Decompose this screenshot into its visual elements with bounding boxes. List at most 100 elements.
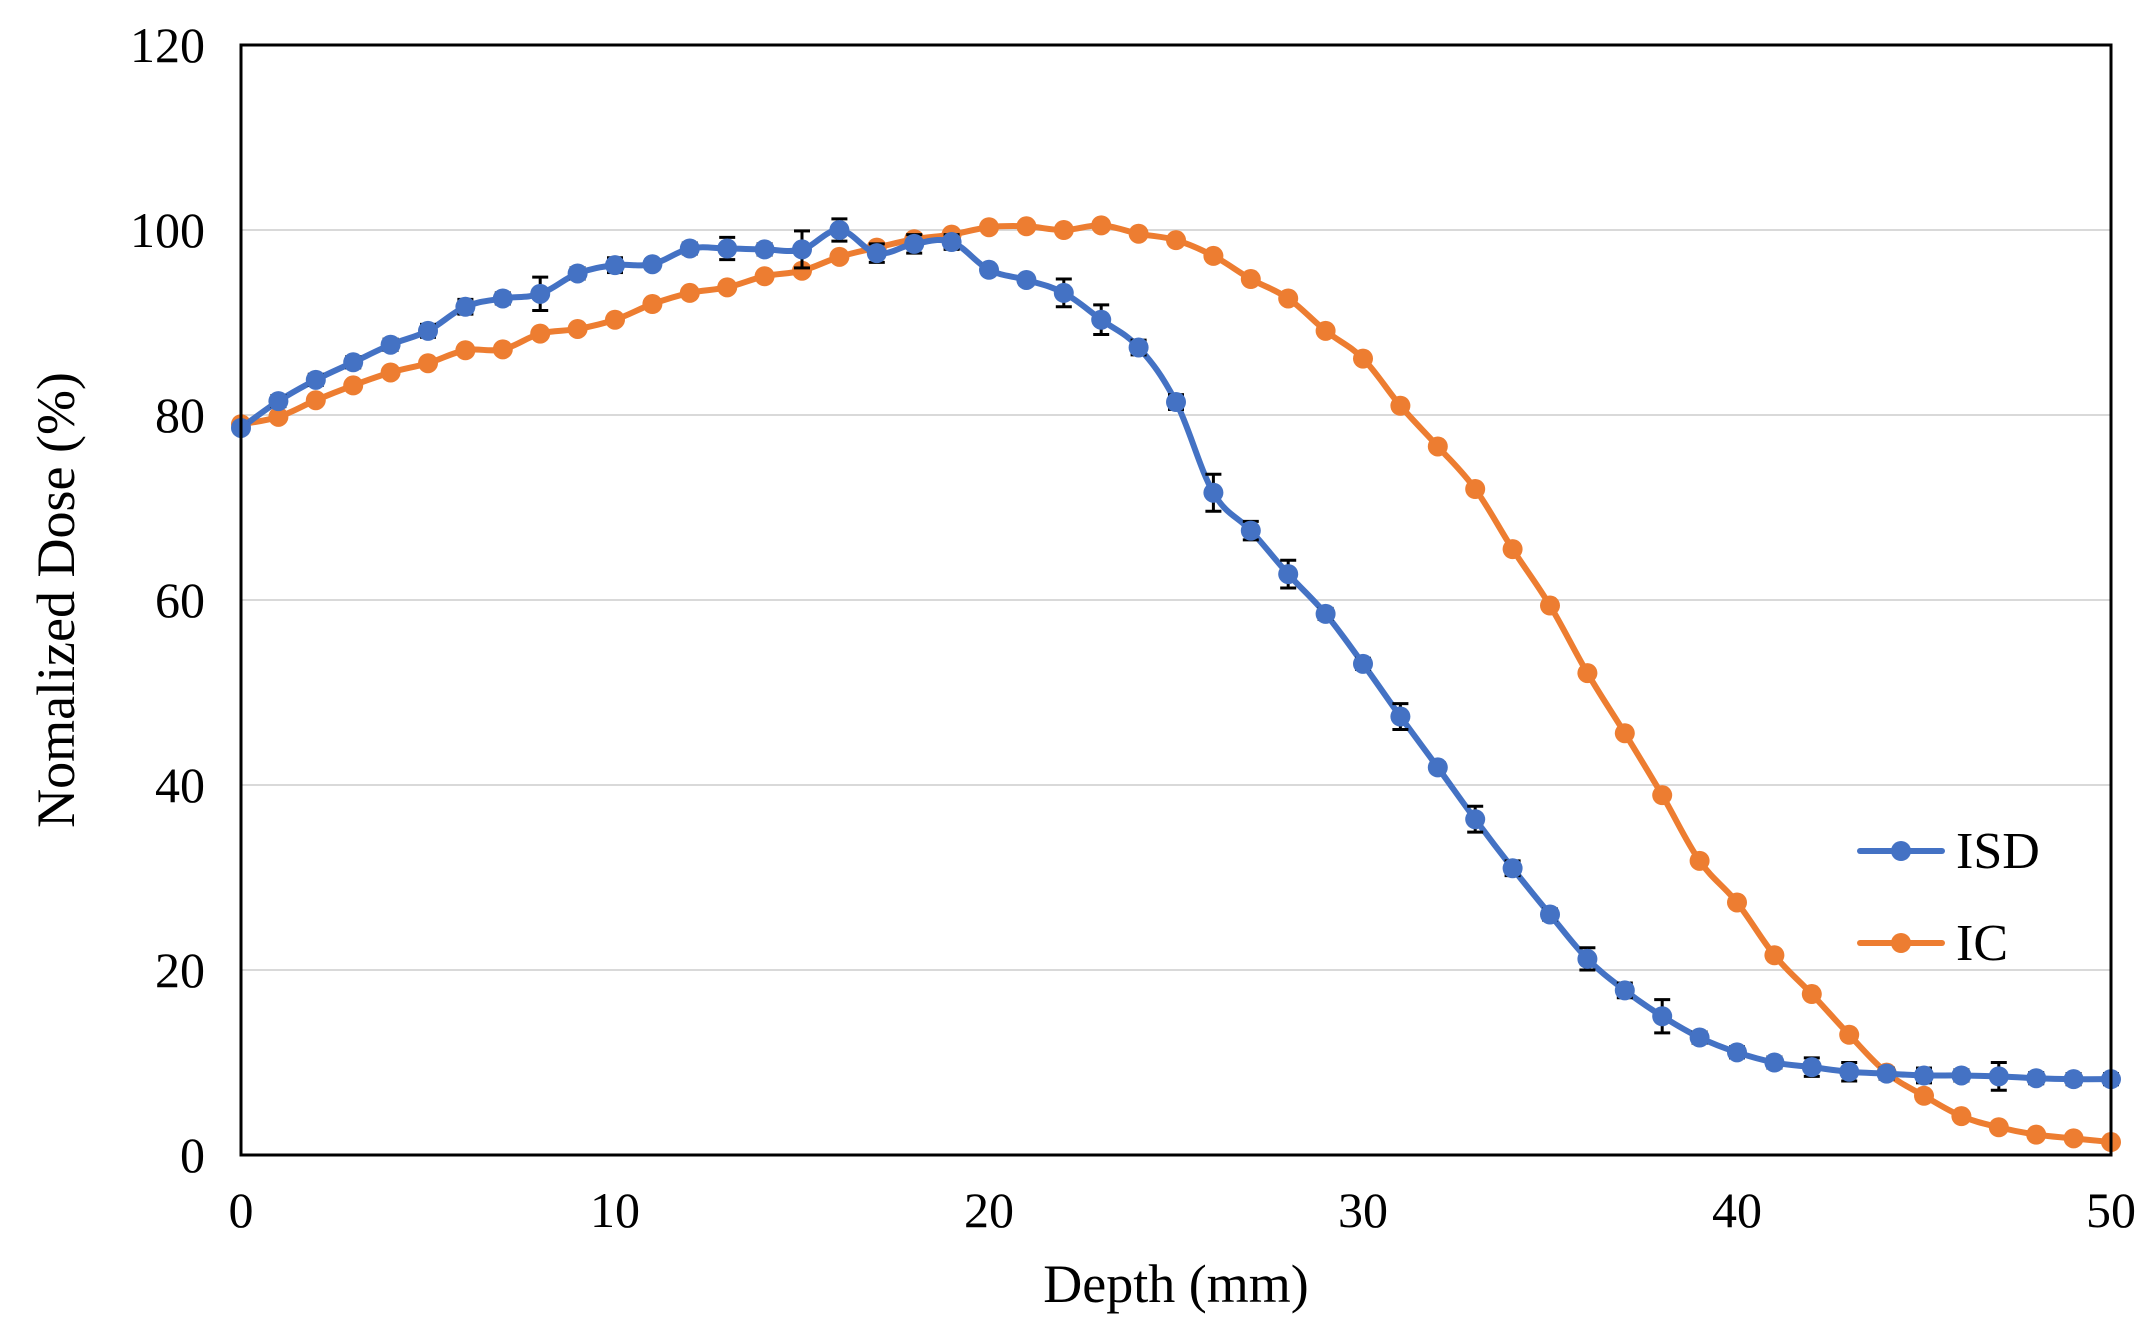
- series-isd-point: [455, 296, 476, 317]
- tick-labels: 0 20 40 60 80 100 120 0 10 20 30 40 50: [130, 17, 2136, 1238]
- legend-isd-swatch-marker: [1891, 841, 1911, 861]
- series-ic-point: [1951, 1106, 1972, 1127]
- series-isd-point: [1614, 980, 1635, 1001]
- x-tick-label: 30: [1338, 1182, 1388, 1238]
- legend-isd-label: ISD: [1956, 823, 2040, 880]
- series-ic-point: [754, 266, 775, 287]
- series-ic-point: [1727, 892, 1747, 913]
- series-ic-point: [1240, 269, 1261, 290]
- series-isd-line: [239, 227, 2112, 1083]
- legend-ic-label: IC: [1956, 915, 2008, 972]
- series-ic-point: [567, 318, 588, 339]
- y-tick-label: 20: [155, 942, 205, 998]
- series-ic-point: [642, 294, 663, 314]
- series-isd-point: [1689, 1027, 1710, 1048]
- series-ic-point: [1427, 436, 1448, 457]
- series-isd-point: [979, 259, 999, 280]
- series-ic-point: [1091, 215, 1112, 236]
- series-ic-point: [530, 323, 551, 344]
- series-isd-point: [380, 334, 401, 355]
- series-ic-point: [380, 362, 401, 383]
- series-ic-point: [1353, 348, 1373, 369]
- y-axis-title: Nomalized Dose (%): [26, 372, 86, 828]
- series-ic-point: [455, 340, 476, 361]
- series-ic: [231, 215, 2121, 1153]
- series-isd-point: [1128, 337, 1149, 358]
- legend-ic-swatch-marker: [1891, 933, 1911, 953]
- series-ic-point: [305, 390, 326, 411]
- series-isd-point: [1502, 858, 1523, 879]
- series-ic-point: [1839, 1024, 1860, 1045]
- series-isd-point: [792, 239, 812, 260]
- series-ic-point: [1988, 1117, 2009, 1138]
- series-ic-point: [1166, 230, 1186, 251]
- series-ic-point: [1914, 1085, 1934, 1106]
- series-isd-point: [305, 369, 326, 390]
- series-isd-point: [1577, 948, 1598, 969]
- series-isd-point: [1465, 809, 1486, 830]
- series-isd-point: [1278, 564, 1299, 585]
- series-isd-point: [754, 239, 775, 260]
- series-isd-point: [1914, 1065, 1934, 1086]
- gridlines: [241, 229, 2111, 971]
- y-tick-label: 120: [130, 17, 205, 73]
- series-ic-point: [1801, 984, 1822, 1005]
- series-isd-point: [941, 232, 962, 253]
- x-tick-label: 10: [590, 1182, 640, 1238]
- series-ic-point: [268, 406, 289, 427]
- series-isd-point: [492, 288, 513, 309]
- series-isd-point: [418, 320, 438, 341]
- series-ic-point: [343, 375, 364, 396]
- y-tick-label: 60: [155, 572, 205, 628]
- series-isd-point: [1764, 1052, 1785, 1073]
- x-tick-label: 50: [2086, 1182, 2136, 1238]
- series-isd-point: [1203, 482, 1224, 503]
- series-ic-point: [2026, 1124, 2047, 1145]
- series-isd-point: [530, 283, 551, 304]
- series-isd-point: [679, 238, 700, 259]
- series-ic-point: [2063, 1128, 2084, 1149]
- y-tick-label: 40: [155, 757, 205, 813]
- series-isd-point: [866, 243, 887, 264]
- series-isd: [231, 217, 2121, 1092]
- series-isd-point: [1315, 603, 1336, 624]
- series-ic-point: [979, 217, 999, 238]
- series-isd-point: [605, 255, 625, 276]
- series-ic-point: [1128, 223, 1149, 244]
- series-isd-point: [1839, 1061, 1860, 1082]
- series-ic-point: [1016, 216, 1037, 237]
- series-isd-point: [904, 233, 925, 254]
- series-isd-point: [1427, 757, 1448, 778]
- series-isd-point: [1540, 904, 1560, 925]
- y-tick-label: 100: [130, 202, 205, 258]
- series-ic-point: [1053, 220, 1074, 240]
- series-ic-point: [1465, 479, 1486, 499]
- series-ic-point: [1502, 539, 1523, 560]
- series-ic-line: [240, 222, 2112, 1146]
- series-ic-point: [717, 277, 738, 298]
- series-isd-point: [2026, 1068, 2047, 1089]
- series-isd-point: [1353, 653, 1373, 674]
- series-ic-point: [492, 339, 513, 360]
- series-isd-point: [1876, 1063, 1897, 1084]
- series-isd-point: [1091, 309, 1112, 330]
- series-isd-point: [1390, 706, 1411, 727]
- series-ic-point: [829, 246, 850, 267]
- series-isd-point: [829, 220, 850, 240]
- series-isd-point: [1801, 1057, 1822, 1078]
- y-tick-label: 80: [155, 387, 205, 443]
- series-isd-point: [268, 391, 289, 412]
- series-isd-point: [1652, 1006, 1673, 1027]
- series-isd-point: [642, 254, 663, 275]
- legend-entry-isd: ISD: [1857, 823, 2040, 880]
- series-ic-point: [1764, 945, 1785, 966]
- series-isd-point: [1951, 1065, 1972, 1086]
- y-tick-label: 0: [180, 1127, 205, 1183]
- series-ic-point: [679, 282, 700, 303]
- x-tick-label: 0: [229, 1182, 254, 1238]
- legend: ISD IC: [1857, 823, 2040, 972]
- plot-area-frame: [239, 43, 2113, 1157]
- series-isd-point: [1016, 269, 1037, 290]
- series-isd-point: [1166, 392, 1186, 413]
